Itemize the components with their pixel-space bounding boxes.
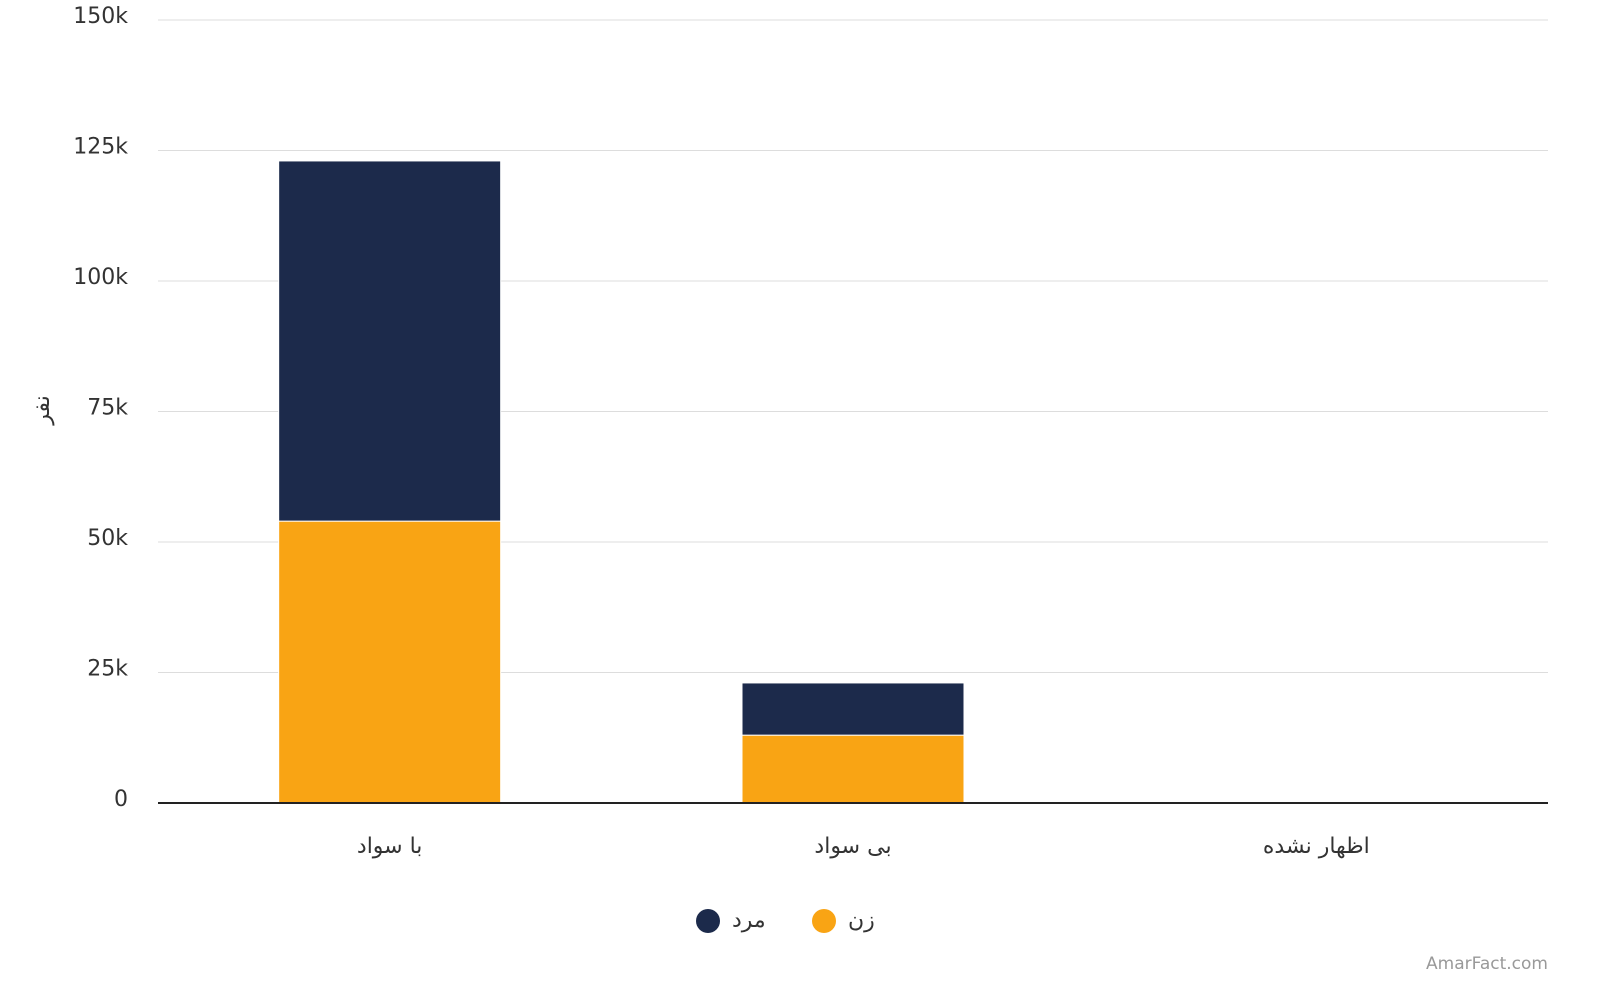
legend-label: مرد [732,908,766,933]
legend-label: زن [848,908,875,933]
y-tick-label: 0 [114,787,128,812]
x-tick-label: با سواد [357,834,423,859]
y-tick-label: 50k [87,526,128,551]
y-tick-label: 100k [73,265,128,290]
bar-segment [278,160,502,522]
y-tick-label: 75k [87,396,128,421]
y-tick-label: 25k [87,657,128,682]
x-tick-label: بی سواد [814,834,891,859]
bar-segment [741,682,965,736]
legend-marker [812,909,836,933]
watermark: AmarFact.com [1426,954,1548,974]
y-tick-label: 150k [73,4,128,29]
legend-marker [696,909,720,933]
y-axis-label: نفر [30,395,55,425]
bar-segment [741,734,965,804]
y-tick-label: 125k [73,135,128,160]
x-tick-label: اظهار نشده [1263,834,1370,859]
bar-segment [278,520,502,804]
